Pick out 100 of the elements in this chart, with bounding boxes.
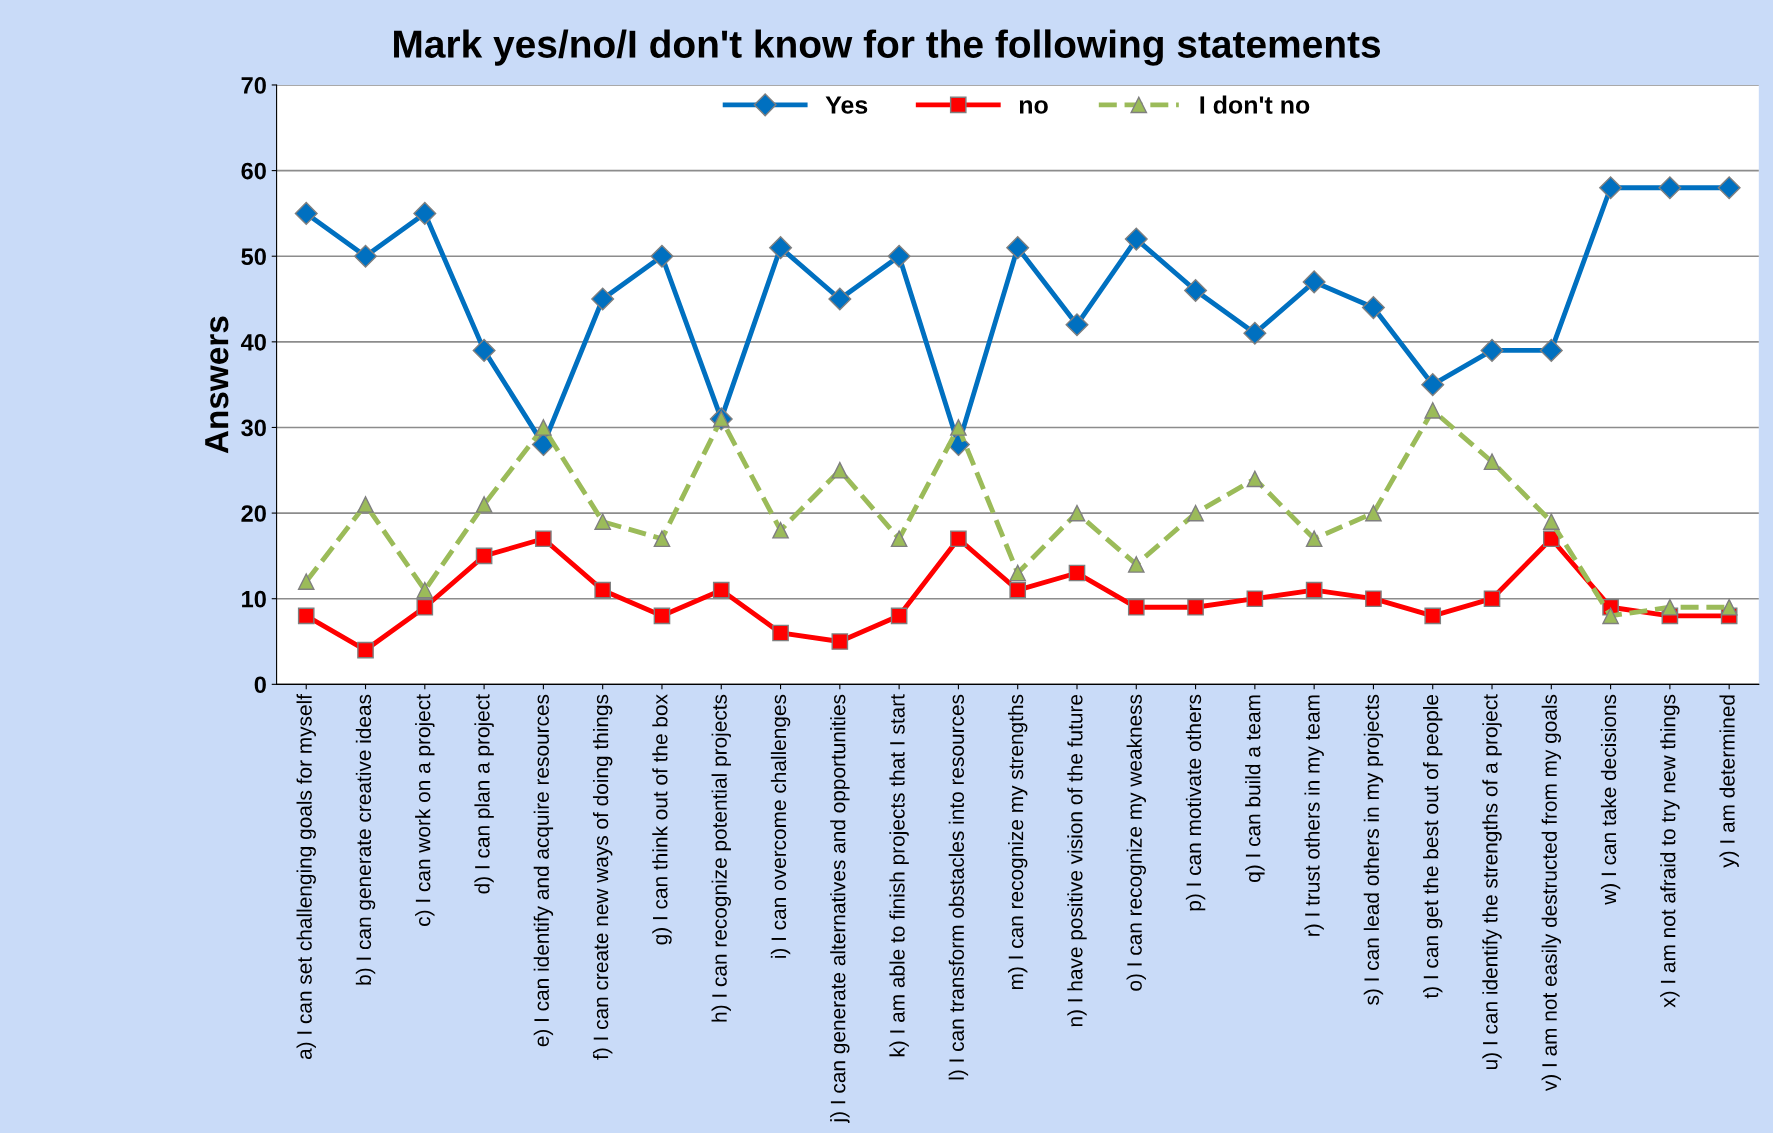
point xyxy=(1602,607,1619,625)
point xyxy=(769,236,793,260)
point xyxy=(1305,581,1323,599)
point xyxy=(831,633,849,650)
point xyxy=(1542,513,1560,530)
point xyxy=(535,530,552,548)
x-tick-label: d) I can plan a project xyxy=(474,694,494,894)
x-tick-label: p) I can motivate others xyxy=(1185,694,1206,911)
point xyxy=(1184,278,1208,302)
point xyxy=(294,201,318,225)
point xyxy=(1717,176,1741,200)
legend-label: Yes xyxy=(825,96,868,114)
legend-label: no xyxy=(1019,100,1048,114)
point xyxy=(1246,590,1264,608)
point xyxy=(1068,564,1086,582)
point xyxy=(416,581,434,599)
point xyxy=(1246,470,1264,488)
x-tick-label: c) I can work on a project xyxy=(415,694,435,926)
x-tick-label: q) I can build a team xyxy=(1245,695,1265,882)
point xyxy=(1009,581,1027,599)
point xyxy=(475,547,493,565)
point xyxy=(650,244,674,268)
point xyxy=(594,581,612,599)
point xyxy=(357,641,374,659)
point xyxy=(772,624,789,642)
point xyxy=(1365,590,1382,608)
point xyxy=(354,244,378,268)
x-tick-label: m) I can recognize my strengths xyxy=(1007,694,1028,990)
y-axis-title: Answers xyxy=(205,316,229,454)
x-tick-label: j) I can generate alternatives and opportunities xyxy=(830,694,850,1124)
point xyxy=(887,244,911,268)
point xyxy=(475,496,493,513)
point xyxy=(1424,402,1442,419)
point xyxy=(1006,236,1030,260)
point xyxy=(591,287,615,311)
point xyxy=(1658,176,1682,200)
point xyxy=(1424,607,1442,625)
legend-label: I don't no xyxy=(1200,95,1310,114)
point xyxy=(1361,296,1385,320)
point xyxy=(1065,313,1089,337)
chart-title: Mark yes/no/I don't know for the following statements xyxy=(394,29,1381,66)
point xyxy=(416,598,434,616)
x-tick-label: k) I am able to finish projects that I start xyxy=(889,694,909,1057)
point xyxy=(1542,530,1560,548)
point xyxy=(535,419,552,436)
x-tick-label: h) I can recognize potential projects xyxy=(711,694,731,1022)
point xyxy=(653,530,671,548)
x-tick-label: r) I trust others in my team xyxy=(1304,695,1324,936)
point xyxy=(357,496,374,513)
x-tick-label: g) I can think out of the box xyxy=(652,694,672,945)
y-tick-label: 0 xyxy=(254,676,266,694)
x-tick-label: n) I have positive vision of the future xyxy=(1067,694,1087,1027)
point xyxy=(772,521,789,539)
point xyxy=(1483,453,1501,471)
point xyxy=(1187,598,1204,616)
y-tick-label: 30 xyxy=(241,419,266,437)
x-tick-label: y) I am determined xyxy=(1719,695,1739,868)
point xyxy=(1365,504,1382,522)
point xyxy=(950,419,967,436)
point xyxy=(297,573,315,590)
x-tick-label: o) I can recognize my weakness xyxy=(1126,694,1146,991)
point xyxy=(1421,373,1445,397)
point xyxy=(653,607,671,625)
point xyxy=(1599,176,1623,200)
point xyxy=(1127,598,1145,616)
point xyxy=(712,581,730,599)
y-tick-label: 40 xyxy=(240,333,266,351)
x-tick-label: l) I can transform obstacles into resources xyxy=(948,694,969,1080)
point xyxy=(890,530,908,548)
point xyxy=(472,338,496,362)
x-tick-label: t) I can get the best out of people xyxy=(1423,694,1443,999)
point xyxy=(297,607,315,625)
point xyxy=(1539,338,1563,362)
y-tick-label: 10 xyxy=(242,590,266,608)
x-tick-label: e) I can identify and acquire resources xyxy=(533,694,554,1047)
point xyxy=(831,461,849,479)
x-tick-label: s) I can lead others in my projects xyxy=(1363,694,1384,1005)
y-tick-label: 70 xyxy=(241,77,266,94)
x-tick-label: u) I can identify the strengths of a project xyxy=(1482,694,1502,1070)
point xyxy=(1305,530,1323,548)
point xyxy=(1720,598,1738,616)
point xyxy=(828,287,852,311)
x-tick-label: i) I can overcome challenges xyxy=(770,694,791,958)
x-tick-label: w) I can take decisions xyxy=(1600,694,1621,905)
point xyxy=(1302,270,1326,294)
point xyxy=(1187,504,1204,522)
point xyxy=(1068,504,1086,522)
x-tick-label: v) I am not easily destructed from my goals xyxy=(1541,694,1562,1092)
point xyxy=(890,607,908,625)
x-tick-label: f) I can create new ways of doing things xyxy=(592,694,613,1060)
point xyxy=(594,513,612,530)
point xyxy=(1124,227,1148,251)
point xyxy=(413,201,437,225)
y-tick-label: 50 xyxy=(241,248,266,266)
x-tick-label: x) I am not afraid to try new things xyxy=(1660,694,1680,1008)
point xyxy=(1661,598,1679,616)
y-tick-label: 20 xyxy=(241,505,266,522)
point xyxy=(1243,321,1267,345)
x-tick-label: b) I can generate creative ideas xyxy=(355,694,376,985)
point xyxy=(1480,338,1504,362)
